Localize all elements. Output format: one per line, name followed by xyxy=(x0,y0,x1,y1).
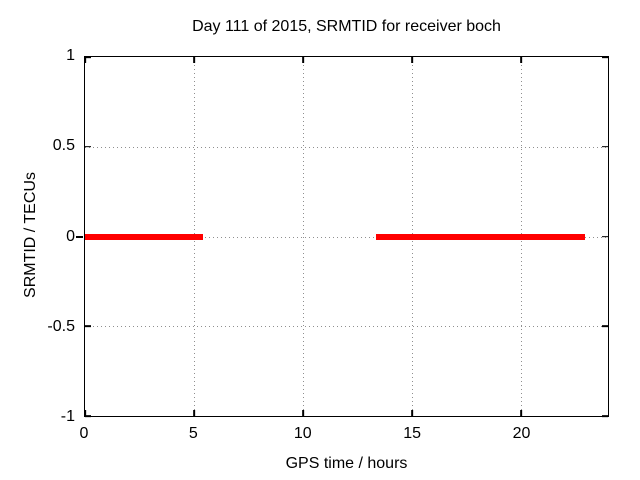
x-tick-bottom-20 xyxy=(519,410,522,416)
x-tick-label-15: 15 xyxy=(403,425,422,442)
series-SRMTID-segment-2 xyxy=(375,233,586,240)
y-zero-outer-tick-mark xyxy=(76,235,83,238)
y-tick-label-1: 1 xyxy=(66,47,75,64)
y-axis-label: SRMTID / TECUs xyxy=(22,172,39,298)
y-tick-right-0.5 xyxy=(602,145,608,148)
x-axis-label: GPS time / hours xyxy=(285,455,408,472)
x-tick-bottom-15 xyxy=(411,410,413,416)
y-tick-right--1 xyxy=(602,415,608,417)
y-tick-left--1 xyxy=(85,415,91,417)
x-tick-label-5: 5 xyxy=(188,425,198,442)
x-tick-bottom-0 xyxy=(84,410,86,416)
plot-area xyxy=(76,56,609,417)
y-tick-right-1 xyxy=(602,56,608,58)
y-tick-right-0 xyxy=(602,235,608,238)
series-SRMTID-segment-1 xyxy=(85,233,203,240)
gridline-y-0.5 xyxy=(85,146,608,148)
y-tick-left--0.5 xyxy=(85,325,91,328)
gridline-y-0 xyxy=(85,236,608,238)
y-tick-label-0: 0 xyxy=(66,227,75,245)
x-tick-label-20: 20 xyxy=(512,425,531,442)
y-tick-left-1 xyxy=(85,56,91,58)
x-tick-top-5 xyxy=(193,57,195,63)
y-tick-label-0.5: 0.5 xyxy=(52,137,75,155)
gridline-y--0.5 xyxy=(85,326,608,328)
x-tick-label-0: 0 xyxy=(79,425,89,442)
x-axis-tick-labels: 0 5 10 15 20 xyxy=(80,425,609,444)
x-tick-bottom-10 xyxy=(302,410,304,416)
y-tick-label--1: -1 xyxy=(60,408,75,425)
y-tick-label--0.5: -0.5 xyxy=(47,317,75,335)
x-tick-top-10 xyxy=(302,57,304,63)
x-tick-top-0 xyxy=(84,57,86,63)
x-tick-top-15 xyxy=(411,57,413,63)
y-tick-left-0.5 xyxy=(85,145,91,148)
chart-title: Day 111 of 2015, SRMTID for receiver boc… xyxy=(192,18,501,35)
y-tick-right--0.5 xyxy=(602,325,608,328)
x-tick-label-10: 10 xyxy=(293,425,312,442)
x-tick-bottom-5 xyxy=(193,410,195,416)
y-axis-tick-labels: 1 0.5 0 -0.5 -1 xyxy=(0,48,75,425)
x-tick-top-20 xyxy=(519,57,522,63)
